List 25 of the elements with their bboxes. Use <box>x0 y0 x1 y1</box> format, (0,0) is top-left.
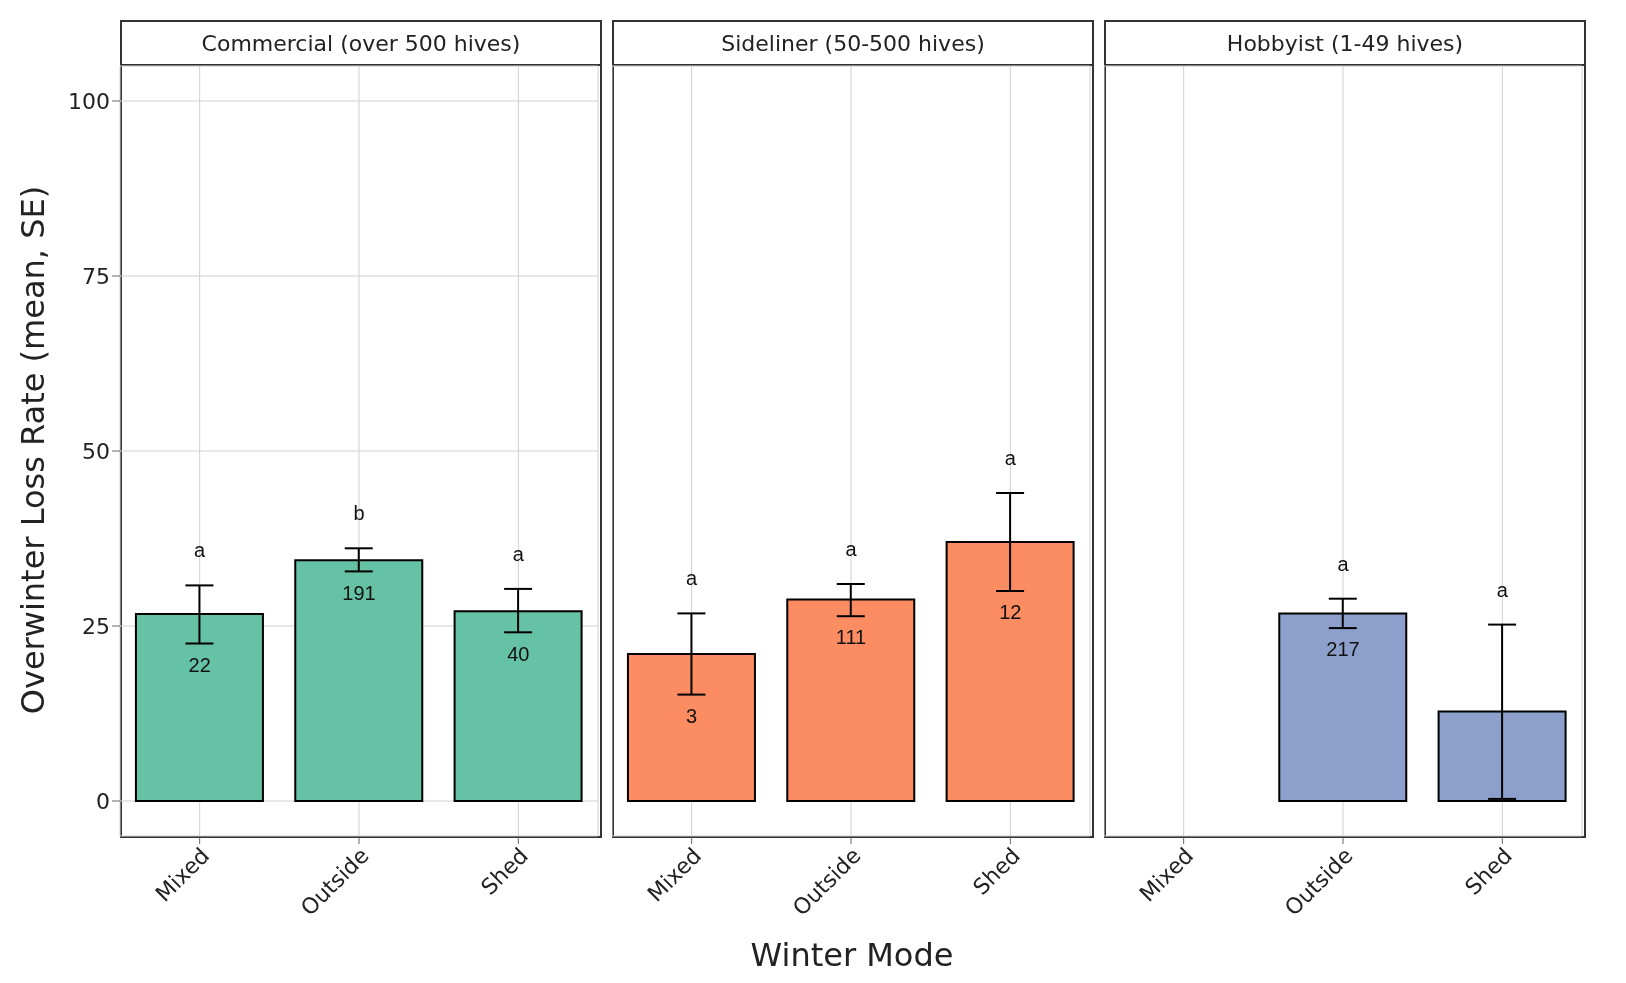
y-tick-label: 75 <box>82 263 110 289</box>
annotation: b <box>353 502 365 525</box>
annotation: 191 <box>342 581 376 604</box>
y-tick-label: 25 <box>82 613 110 639</box>
annotation: a <box>512 542 525 565</box>
annotation: 12 <box>999 601 1022 624</box>
annotation: 111 <box>835 626 867 649</box>
annotation: a <box>845 538 858 560</box>
x-axis-title: Winter Mode <box>749 936 955 974</box>
annotation: 217 <box>1326 638 1360 661</box>
annotation: a <box>194 539 207 562</box>
chart-title: Commercial (over 500 hives) <box>120 20 602 64</box>
chart-title: Sideliner (50-500 hives) <box>612 20 1094 64</box>
annotation: a <box>1496 578 1509 601</box>
y-tick-label: 50 <box>82 438 110 464</box>
annotation: 22 <box>188 653 211 676</box>
annotation: a <box>686 567 699 590</box>
y-axis-title: Overwinter Loss Rate (mean, SE) <box>14 185 52 715</box>
y-tick-label: 100 <box>68 88 110 114</box>
annotation: a <box>1337 552 1350 575</box>
y-tick-label: 0 <box>96 788 110 814</box>
chart-title: Hobbyist (1-49 hives) <box>1104 20 1586 64</box>
annotation: a <box>1004 447 1017 469</box>
annotation: 40 <box>507 642 530 665</box>
annotation: 3 <box>686 704 698 727</box>
